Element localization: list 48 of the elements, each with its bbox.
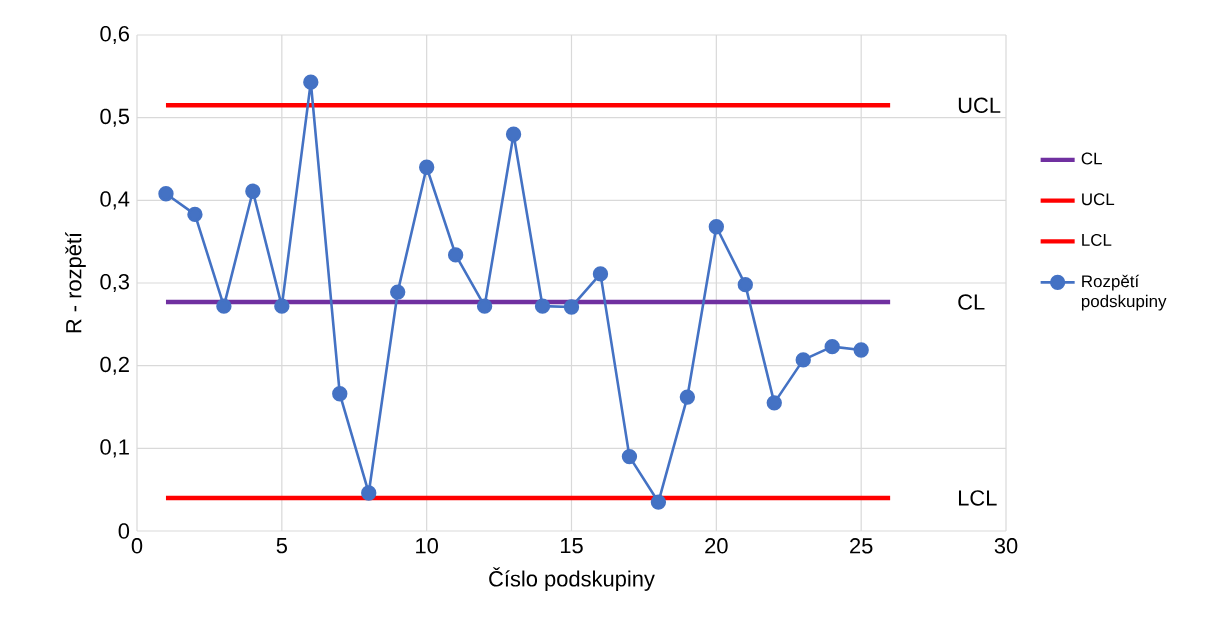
x-tick-label: 25	[850, 538, 873, 554]
point	[824, 338, 840, 355]
point	[187, 206, 203, 223]
legend-label: UCL	[1082, 193, 1115, 206]
point	[158, 186, 174, 202]
point	[332, 386, 348, 402]
point	[216, 298, 232, 314]
point	[679, 389, 696, 405]
point	[245, 183, 261, 199]
x-tick-label: 30	[994, 538, 1018, 554]
point	[476, 298, 493, 314]
point	[418, 159, 435, 175]
point	[650, 494, 667, 510]
point	[505, 126, 522, 142]
annotation: LCL	[958, 490, 997, 506]
x-axis-title: Číslo podskupiny	[489, 567, 655, 591]
point	[390, 284, 406, 300]
y-tick-label: 0,6	[100, 25, 129, 45]
point	[563, 299, 580, 315]
x-tick-label: 15	[560, 538, 583, 554]
annotation: UCL	[958, 97, 1001, 114]
y-tick-label: 0,1	[100, 439, 129, 458]
y-tick-label: 0	[118, 523, 130, 539]
point	[592, 266, 609, 282]
point	[737, 276, 753, 293]
x-tick-label: 20	[705, 538, 728, 554]
point	[361, 485, 377, 501]
y-tick-label: 0,3	[100, 273, 129, 293]
point	[447, 247, 464, 263]
point	[534, 298, 551, 314]
y-tick-label: 0,5	[100, 108, 130, 127]
point	[795, 352, 811, 368]
x-tick-label: 5	[276, 538, 287, 554]
legend-label: CL	[1081, 152, 1102, 165]
y-tick-label: 0,4	[100, 191, 130, 210]
annotation: CL	[958, 294, 985, 310]
y-tick-label: 0,2	[100, 356, 129, 375]
point	[274, 298, 290, 314]
point	[853, 342, 869, 358]
point	[766, 395, 782, 411]
point	[708, 219, 725, 235]
legend-label: Rozpětí podskupiny	[1081, 274, 1167, 311]
legend-label: LCL	[1082, 233, 1112, 246]
y-axis-title: R - rozpětí	[65, 231, 86, 333]
x-tick-label: 0	[131, 538, 143, 554]
x-tick-label: 10	[416, 538, 438, 554]
point	[303, 74, 319, 90]
point	[621, 448, 638, 465]
